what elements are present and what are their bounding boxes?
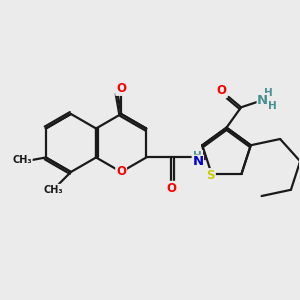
Text: N: N [257, 94, 268, 106]
Text: S: S [206, 169, 215, 182]
Text: N: N [192, 155, 203, 168]
Text: O: O [217, 84, 226, 97]
Text: H: H [194, 151, 202, 161]
Text: O: O [167, 182, 176, 195]
Text: O: O [116, 82, 126, 95]
Text: CH₃: CH₃ [12, 155, 32, 165]
Text: CH₃: CH₃ [44, 185, 63, 195]
Text: H: H [264, 88, 272, 98]
Text: O: O [116, 166, 126, 178]
Text: H: H [268, 101, 277, 111]
